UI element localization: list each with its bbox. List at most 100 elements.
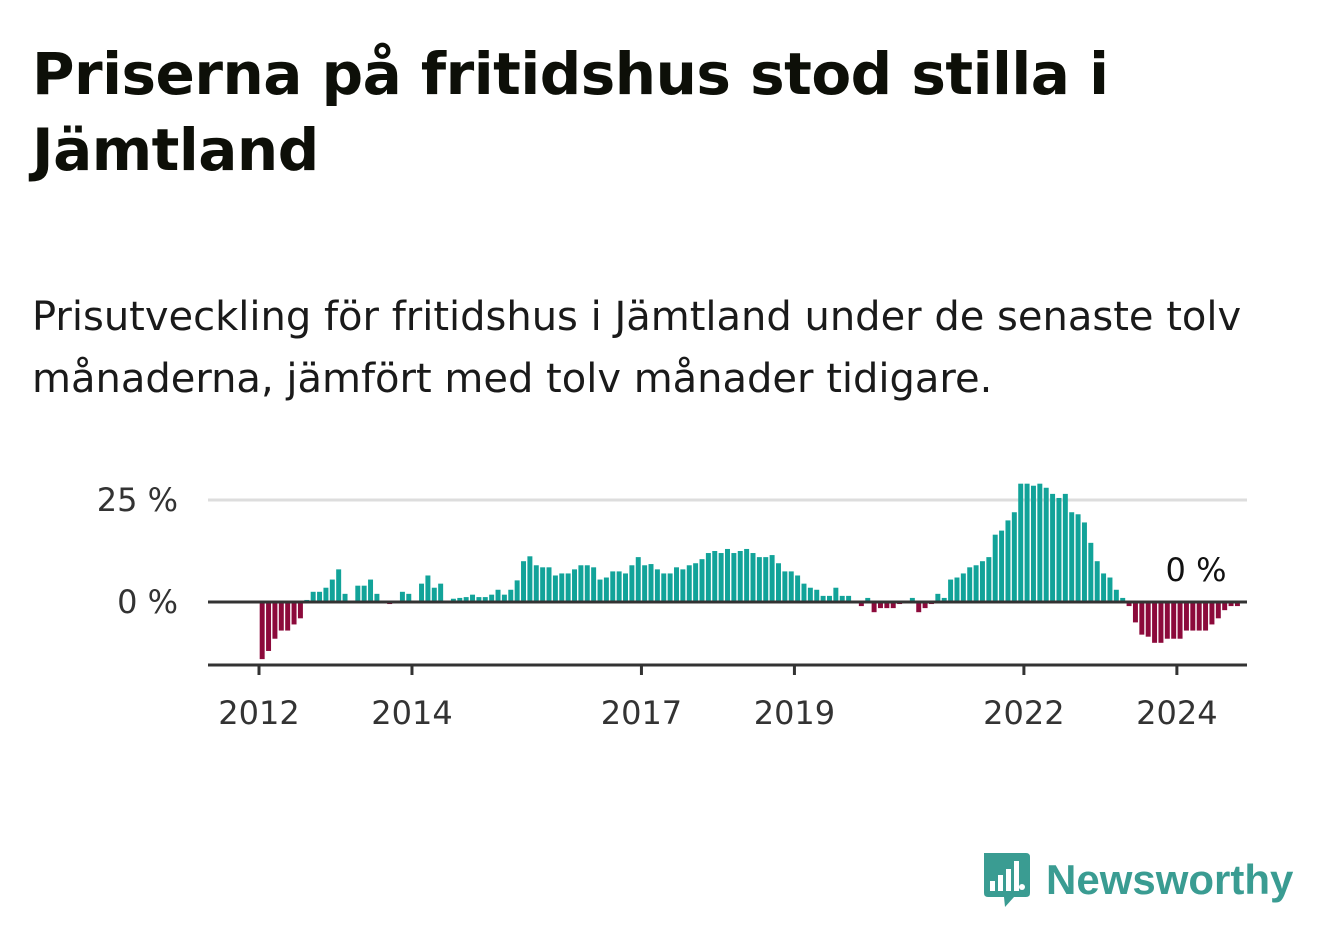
bar <box>438 583 444 602</box>
bar <box>1069 512 1075 602</box>
bar <box>297 602 303 619</box>
bar <box>489 594 495 602</box>
bar <box>374 593 380 602</box>
bar <box>1030 485 1036 602</box>
bar <box>1209 602 1215 625</box>
bar <box>1203 602 1209 631</box>
bar <box>1126 602 1132 607</box>
bar <box>916 602 922 613</box>
bar <box>501 594 507 602</box>
bar <box>1043 487 1049 602</box>
bar <box>508 589 514 602</box>
bar <box>572 569 577 602</box>
newsworthy-chart-bubble-icon <box>984 853 1030 907</box>
bar <box>1177 602 1183 639</box>
bar <box>1183 602 1189 631</box>
bar <box>667 573 673 602</box>
bar <box>858 602 864 607</box>
bar-series <box>259 483 1240 660</box>
last-value-label: 0 % <box>1166 551 1227 589</box>
bar <box>329 579 335 602</box>
bar <box>1152 602 1158 643</box>
bar <box>744 548 750 602</box>
bar <box>699 559 705 602</box>
bar <box>272 602 278 639</box>
x-tick-label: 2014 <box>371 694 452 732</box>
x-tick-label: 2024 <box>1136 694 1217 732</box>
bar <box>629 565 635 602</box>
brand-logo: Newsworthy <box>980 848 1293 912</box>
chart-subtitle: Prisutveckling för fritidshus i Jämtland… <box>32 294 1242 402</box>
bar <box>368 579 374 602</box>
bar <box>1120 597 1126 602</box>
bar <box>1037 483 1043 602</box>
bar <box>973 565 979 602</box>
bar <box>623 573 628 602</box>
bar <box>1005 520 1011 602</box>
bar <box>457 597 463 602</box>
bar <box>514 580 520 602</box>
bar <box>820 595 826 602</box>
bar <box>546 567 552 602</box>
bar <box>1011 512 1017 602</box>
bar <box>1139 602 1145 635</box>
bar <box>399 591 405 602</box>
bar <box>833 587 839 602</box>
bar <box>317 591 323 602</box>
bar <box>285 602 291 631</box>
bar <box>482 597 488 602</box>
bar <box>986 557 992 602</box>
bar <box>578 565 584 602</box>
x-tick-label: 2012 <box>218 694 299 732</box>
bar <box>1158 602 1164 643</box>
bar <box>533 565 539 602</box>
bar <box>584 565 590 602</box>
bar <box>565 573 571 602</box>
bar <box>259 602 265 660</box>
bar <box>1228 602 1234 607</box>
bar <box>1075 514 1081 602</box>
bar <box>954 577 960 602</box>
bar <box>450 598 456 602</box>
bar <box>1050 493 1056 602</box>
bar <box>597 579 603 602</box>
bar <box>431 587 437 602</box>
bar <box>1062 493 1068 602</box>
bar <box>425 575 431 602</box>
bar <box>476 597 482 602</box>
x-tick-label: 2022 <box>983 694 1064 732</box>
bar <box>1056 497 1062 602</box>
bar <box>603 577 609 602</box>
x-tick-label: 2019 <box>754 694 835 732</box>
bar <box>935 593 941 602</box>
bar <box>756 557 762 602</box>
bar <box>865 597 871 602</box>
bar <box>1222 602 1228 611</box>
bar <box>922 602 928 609</box>
bar <box>750 553 756 602</box>
bar <box>552 575 558 602</box>
bar <box>1113 589 1119 602</box>
bar <box>705 553 711 602</box>
bar <box>686 565 692 602</box>
bar <box>846 595 852 602</box>
bar <box>1024 483 1030 602</box>
bar <box>960 573 966 602</box>
bar <box>616 571 622 602</box>
bar <box>801 583 807 602</box>
x-tick-label: 2017 <box>601 694 682 732</box>
bar <box>948 579 954 602</box>
bar <box>1132 602 1138 623</box>
bar <box>540 567 546 602</box>
bar <box>1094 561 1100 602</box>
bar <box>1196 602 1202 631</box>
bar <box>419 583 425 602</box>
bar <box>470 594 476 602</box>
bar <box>291 602 297 625</box>
bar <box>871 602 877 613</box>
bar <box>1164 602 1170 639</box>
bar <box>890 602 896 609</box>
bar <box>1190 602 1196 631</box>
bar <box>979 561 985 602</box>
bar <box>909 597 915 602</box>
